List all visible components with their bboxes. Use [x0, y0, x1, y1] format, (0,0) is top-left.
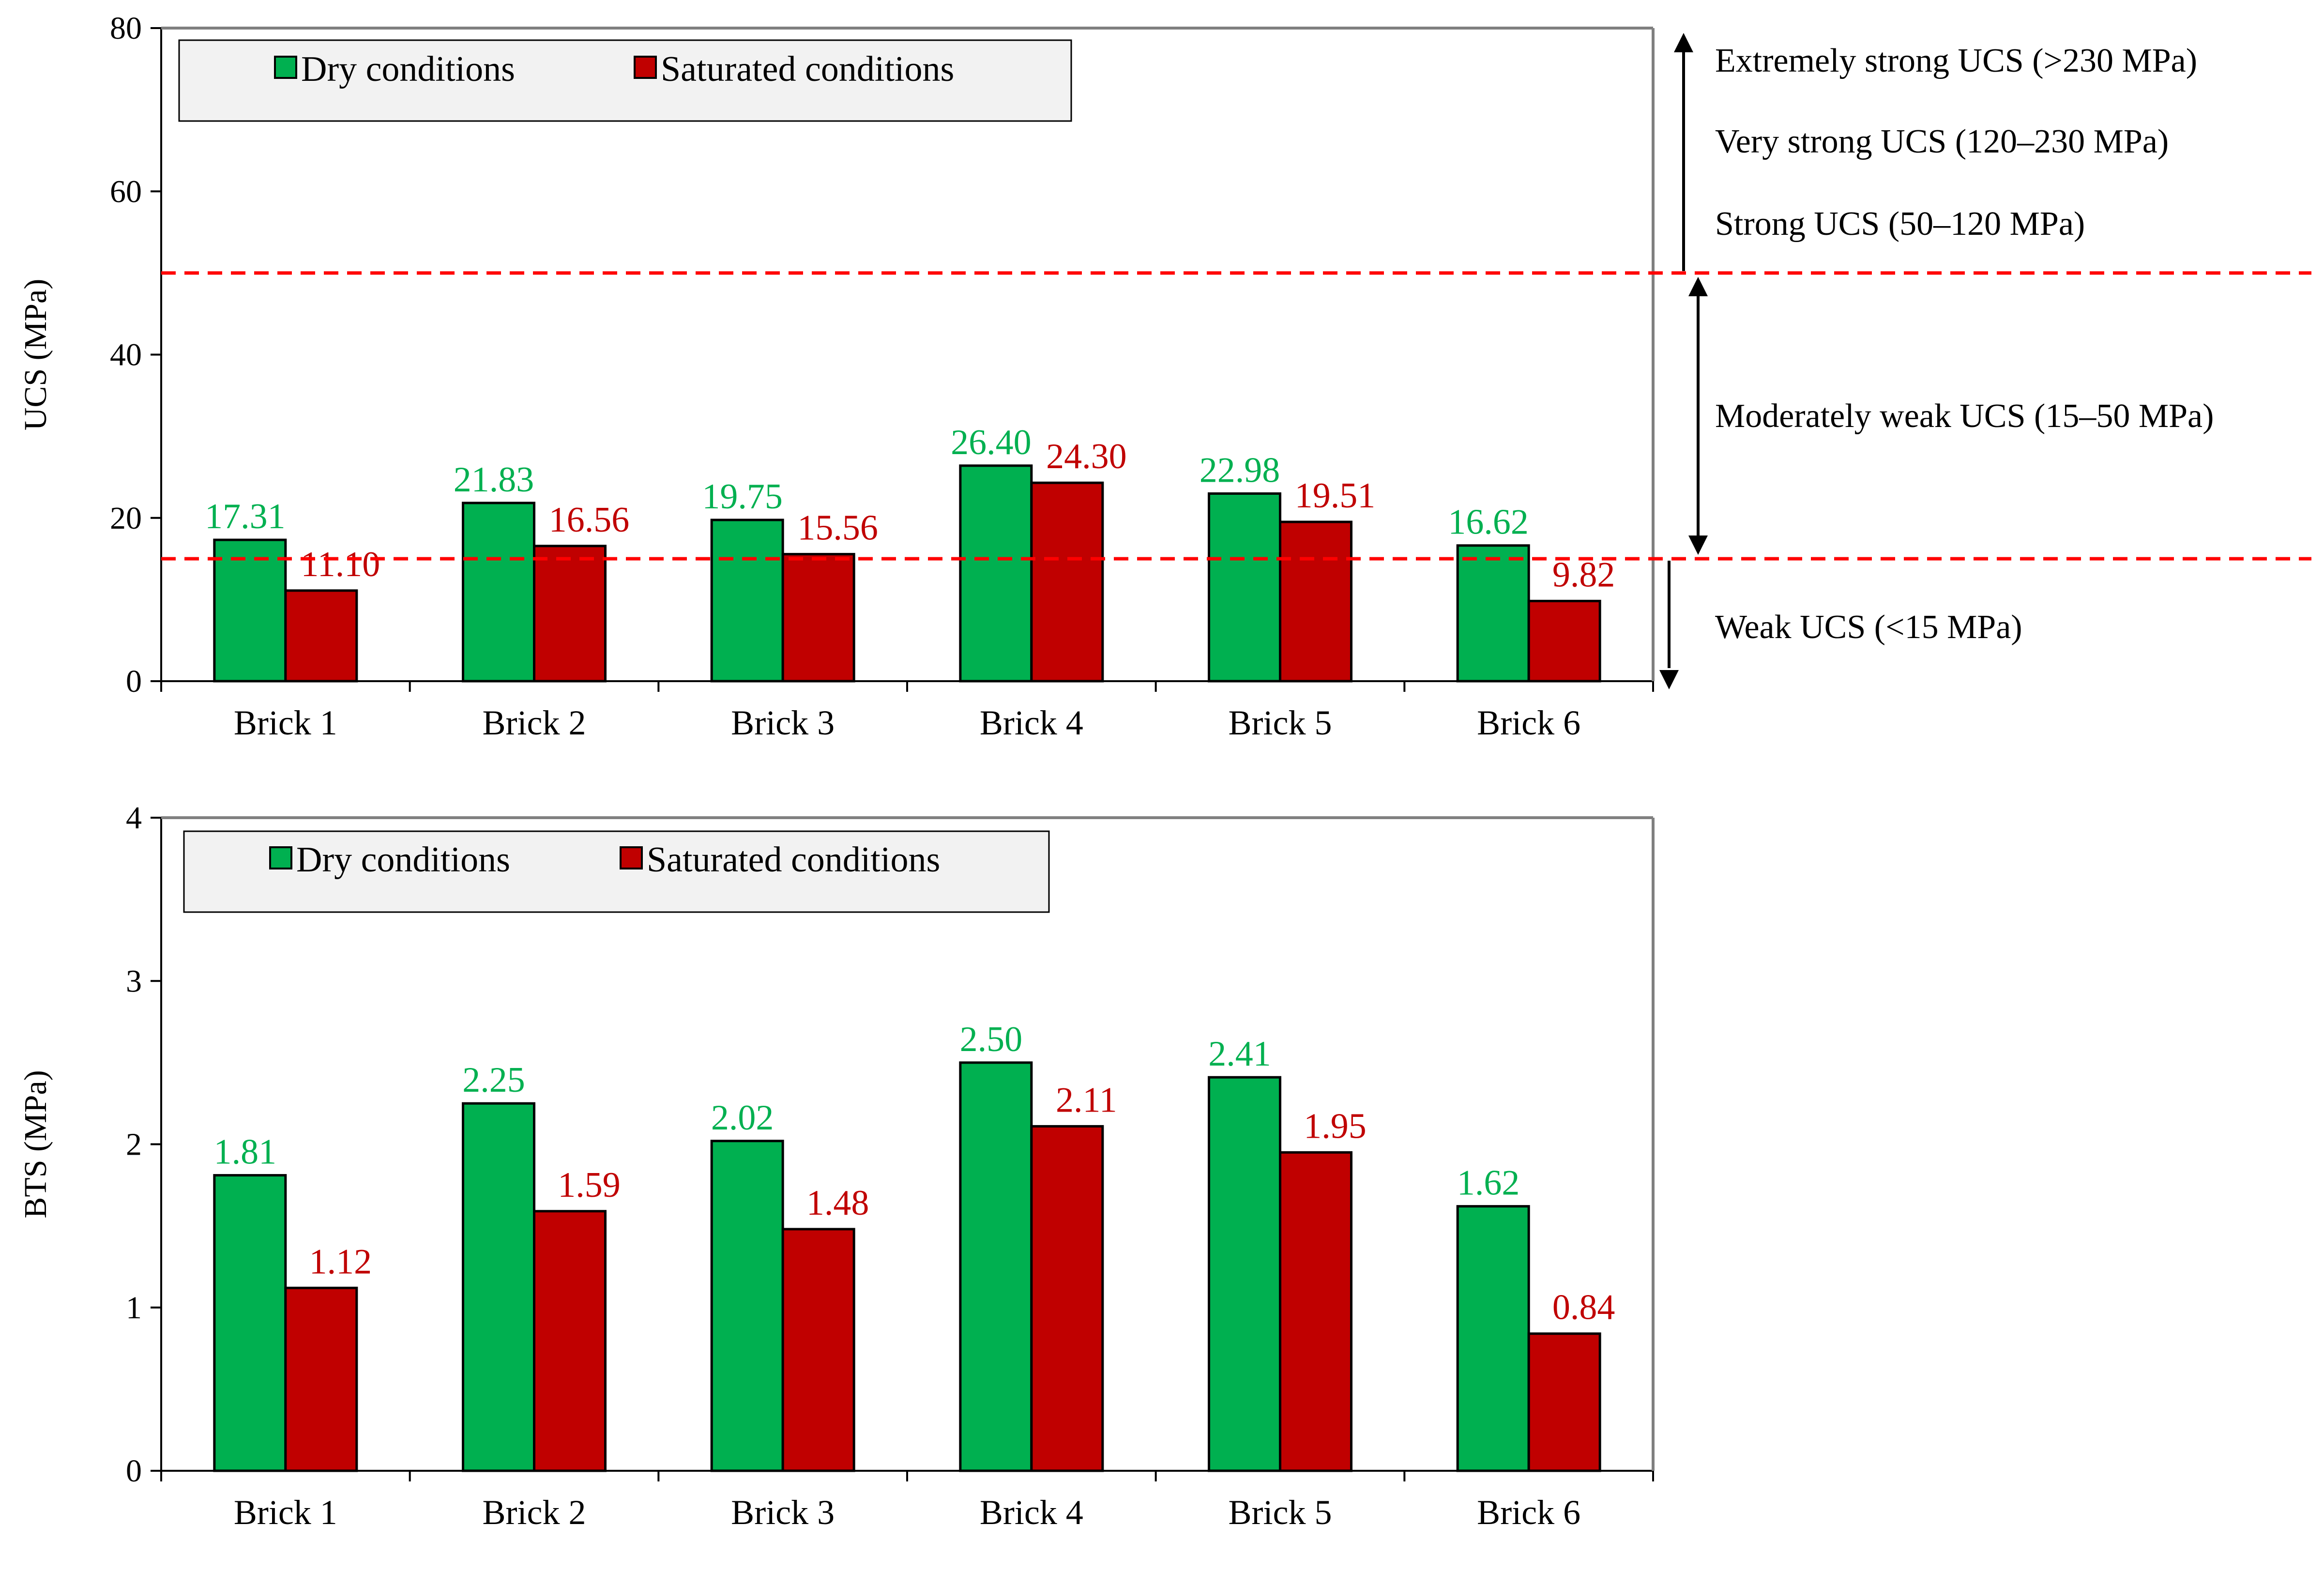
- value-label-dry: 19.75: [702, 477, 783, 517]
- bar-dry: [1208, 492, 1281, 683]
- value-label-saturated: 1.48: [806, 1183, 869, 1223]
- class-moderately-weak: Moderately weak UCS (15–50 MPa): [1715, 397, 2214, 435]
- x-tick-label: Brick 6: [1477, 1493, 1580, 1532]
- bar-saturated: [1527, 599, 1601, 683]
- value-label-dry: 16.62: [1448, 503, 1529, 542]
- y-tick-label: 3: [126, 963, 142, 999]
- moderate-range-arrowhead-down: [1688, 535, 1708, 555]
- bar-saturated: [1030, 1125, 1104, 1472]
- value-label-dry: 17.31: [205, 497, 286, 536]
- value-label-dry: 26.40: [951, 423, 1032, 462]
- bar-saturated: [1279, 1151, 1352, 1472]
- bar-dry: [213, 1174, 287, 1472]
- ucs-chart: 0 20 40 60 80 UCS (MPa) 17.31 11.10 Brick 1 21.83…: [18, 11, 2311, 742]
- x-tick-label: Brick 3: [731, 1493, 835, 1532]
- value-label-saturated: 9.82: [1552, 555, 1615, 595]
- value-label-saturated: 1.95: [1304, 1106, 1367, 1146]
- y-axis-title: BTS (MPa): [18, 1070, 53, 1218]
- moderate-range-arrowhead-up: [1688, 276, 1708, 296]
- bar-dry: [462, 1102, 535, 1472]
- bar-dry: [959, 464, 1033, 683]
- bar-dry: [1208, 1076, 1281, 1472]
- x-tick-label: Brick 3: [731, 703, 835, 742]
- value-label-dry: 2.50: [960, 1020, 1023, 1059]
- class-strong: Strong UCS (50–120 MPa): [1715, 205, 2085, 243]
- class-very-strong: Very strong UCS (120–230 MPa): [1715, 123, 2169, 160]
- value-label-saturated: 11.10: [301, 545, 380, 584]
- value-label-saturated: 2.11: [1056, 1080, 1117, 1120]
- x-tick-label: Brick 2: [483, 1493, 586, 1532]
- bar-dry: [959, 1061, 1033, 1472]
- bar-saturated: [1279, 520, 1352, 683]
- value-label-dry: 2.25: [462, 1060, 525, 1100]
- legend-label-saturated: Saturated conditions: [647, 840, 940, 880]
- x-tick-label: Brick 4: [980, 1493, 1083, 1532]
- bar-saturated: [533, 545, 607, 683]
- bar-saturated: [1527, 1332, 1601, 1472]
- y-tick-label: 40: [110, 337, 142, 373]
- value-label-dry: 2.41: [1208, 1034, 1271, 1074]
- y-tick-label: 4: [126, 800, 142, 836]
- value-label-saturated: 16.56: [549, 500, 630, 540]
- value-label-saturated: 1.59: [558, 1165, 621, 1205]
- bar-saturated: [284, 589, 358, 683]
- x-tick-label: Brick 1: [234, 1493, 337, 1532]
- bar-dry: [1456, 1205, 1530, 1472]
- strong-range-arrowhead: [1674, 33, 1693, 52]
- bar-dry: [462, 502, 535, 683]
- bar-dry: [1456, 544, 1530, 683]
- x-tick-label: Brick 4: [980, 703, 1083, 742]
- class-extremely-strong: Extremely strong UCS (>230 MPa): [1715, 42, 2197, 79]
- bar-saturated: [284, 1286, 358, 1472]
- value-label-dry: 21.83: [454, 460, 534, 500]
- legend-swatch-dry: [269, 846, 292, 869]
- bar-dry: [710, 519, 784, 683]
- y-tick-label: 20: [110, 501, 142, 536]
- x-tick-label: Brick 5: [1229, 1493, 1332, 1532]
- weak-range-arrowhead: [1659, 670, 1679, 689]
- value-label-dry: 1.62: [1457, 1163, 1520, 1203]
- value-label-saturated: 19.51: [1295, 476, 1376, 516]
- bar-saturated: [781, 553, 855, 683]
- bts-chart: 0 1 2 3 4 BTS (MPa) 1.81 1.12 Brick 1 2.25 1.59 Bri…: [18, 800, 1655, 1532]
- value-label-dry: 2.02: [711, 1098, 774, 1138]
- y-tick-label: 1: [126, 1290, 142, 1326]
- bar-dry: [710, 1140, 784, 1472]
- legend-label-dry: Dry conditions: [296, 840, 510, 880]
- x-tick-label: Brick 2: [483, 703, 586, 742]
- legend-swatch-saturated: [620, 846, 643, 869]
- x-tick-label: Brick 6: [1477, 703, 1580, 742]
- value-label-saturated: 24.30: [1046, 437, 1127, 476]
- x-tick-label: Brick 1: [234, 703, 337, 742]
- legend-box: [183, 830, 1050, 913]
- bar-saturated: [1030, 481, 1104, 683]
- y-tick-label: 2: [126, 1127, 142, 1162]
- y-tick-label: 80: [110, 11, 142, 46]
- legend-swatch-saturated: [634, 56, 657, 79]
- y-tick-label: 0: [126, 664, 142, 699]
- class-weak: Weak UCS (<15 MPa): [1715, 609, 2022, 646]
- value-label-saturated: 1.12: [309, 1242, 372, 1281]
- y-tick-label: 60: [110, 174, 142, 209]
- bar-saturated: [781, 1228, 855, 1472]
- y-tick-label: 0: [126, 1453, 142, 1489]
- value-label-dry: 22.98: [1200, 450, 1280, 490]
- value-label-dry: 1.81: [214, 1132, 277, 1172]
- y-axis-title: UCS (MPa): [18, 279, 53, 431]
- legend-swatch-dry: [274, 56, 297, 79]
- x-tick-label: Brick 5: [1229, 703, 1332, 742]
- value-label-saturated: 0.84: [1552, 1288, 1615, 1327]
- value-label-saturated: 15.56: [797, 508, 878, 548]
- legend-label-dry: Dry conditions: [301, 49, 515, 89]
- legend-box: [178, 39, 1072, 122]
- bar-saturated: [533, 1210, 607, 1472]
- legend-label-saturated: Saturated conditions: [661, 49, 954, 89]
- bar-dry: [213, 538, 287, 683]
